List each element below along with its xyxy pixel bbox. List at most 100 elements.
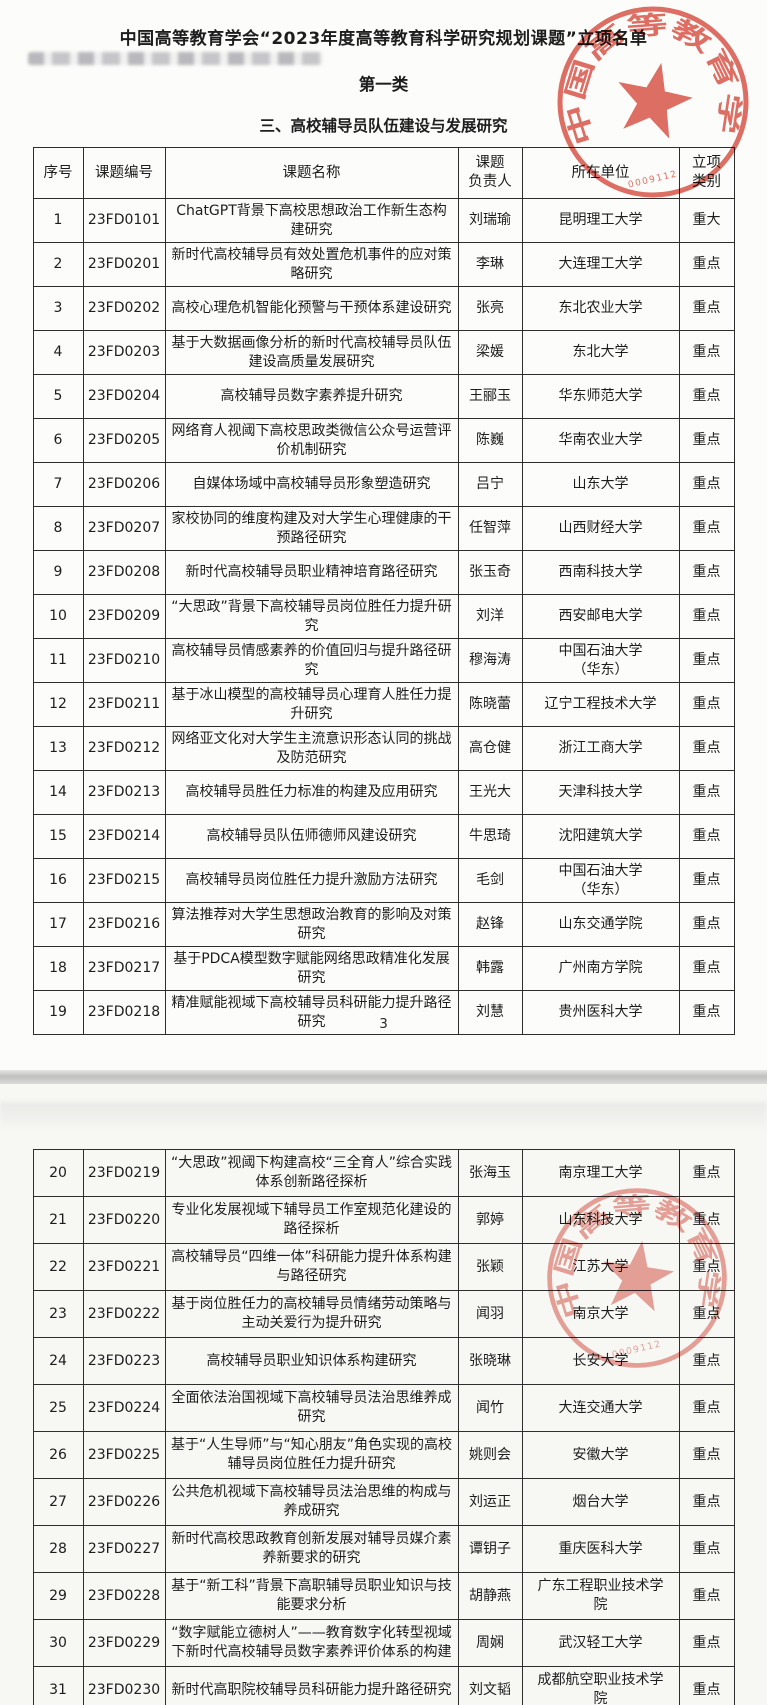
cell-type: 重点 bbox=[678, 726, 735, 771]
table-row: 18 23FD0217 基于PDCA模型数字赋能网络思政精准化发展研究 韩露 广州南方学… bbox=[32, 946, 735, 991]
cell-title: ChatGPT背景下高校思想政治工作新生态构建研究 bbox=[164, 198, 459, 243]
cell-unit: 东北大学 bbox=[521, 330, 680, 375]
cell-unit: 贵州医科大学 bbox=[521, 990, 680, 1035]
cell-no: 27 bbox=[32, 1478, 84, 1526]
cell-unit: 南京理工大学 bbox=[521, 1149, 680, 1197]
cell-leader: 张海玉 bbox=[457, 1149, 523, 1197]
cell-type: 重点 bbox=[678, 814, 735, 859]
table-row: 29 23FD0228 基于“新工科”背景下高职辅导员职业知识与技能要求分析 胡静燕广… bbox=[32, 1572, 735, 1620]
cell-code: 23FD0230 bbox=[82, 1666, 166, 1705]
table-row: 5 23FD0204 高校辅导员数字素养提升研究 王郦玉 华东师范大学 重点 bbox=[32, 374, 735, 419]
cell-code: 23FD0202 bbox=[82, 286, 166, 331]
cell-leader: 穆海涛 bbox=[457, 638, 523, 683]
cell-no: 8 bbox=[32, 506, 84, 551]
table-row: 30 23FD0229 “数字赋能立德树人”——教育数字化转型视域下新时代高校辅导员… bbox=[32, 1619, 735, 1667]
cell-unit: 天津科技大学 bbox=[521, 770, 680, 815]
cell-unit: 山东交通学院 bbox=[521, 902, 680, 947]
cell-code: 23FD0220 bbox=[82, 1196, 166, 1244]
cell-no: 22 bbox=[32, 1243, 84, 1291]
cell-title: 基于大数据画像分析的新时代高校辅导员队伍建设高质量发展研究 bbox=[164, 330, 459, 375]
cell-type: 重点 bbox=[678, 770, 735, 815]
cell-type: 重点 bbox=[678, 1431, 735, 1479]
cell-title: 自媒体场域中高校辅导员形象塑造研究 bbox=[164, 462, 459, 507]
header-project-leader: 课题 负责人 bbox=[457, 147, 523, 199]
header-serial-no: 序号 bbox=[32, 147, 84, 199]
cell-type: 重点 bbox=[678, 594, 735, 639]
cell-type: 重点 bbox=[678, 1478, 735, 1526]
cell-no: 21 bbox=[32, 1196, 84, 1244]
table-header-row: 序号 课题编号 课题名称 课题 负责人 所在单位 立项 类别 bbox=[32, 147, 735, 199]
cell-code: 23FD0213 bbox=[82, 770, 166, 815]
cell-code: 23FD0214 bbox=[82, 814, 166, 859]
cell-code: 23FD0226 bbox=[82, 1478, 166, 1526]
cell-unit: 广州南方学院 bbox=[521, 946, 680, 991]
header-project-code: 课题编号 bbox=[82, 147, 166, 199]
table-row: 10 23FD0209 “大思政”背景下高校辅导员岗位胜任力提升研究 刘洋 西安邮电大学… bbox=[32, 594, 735, 639]
cell-no: 10 bbox=[32, 594, 84, 639]
cell-title: 基于“人生导师”与“知心朋友”角色实现的高校辅导员岗位胜任力提升研究 bbox=[164, 1431, 459, 1479]
cell-type: 重点 bbox=[678, 418, 735, 463]
table-row: 22 23FD0221 高校辅导员“四维一体”科研能力提升体系构建与路径研究 张颖 江苏… bbox=[32, 1243, 735, 1291]
cell-code: 23FD0224 bbox=[82, 1384, 166, 1432]
cell-no: 7 bbox=[32, 462, 84, 507]
cell-type: 重点 bbox=[678, 550, 735, 595]
cell-leader: 张晓琳 bbox=[457, 1337, 523, 1385]
cell-leader: 刘运正 bbox=[457, 1478, 523, 1526]
table-row: 27 23FD0226 公共危机视域下高校辅导员法治思维的构成与养成研究 刘运正 烟台大… bbox=[32, 1478, 735, 1526]
cell-no: 14 bbox=[32, 770, 84, 815]
cell-leader: 张颖 bbox=[457, 1243, 523, 1291]
cell-title: 新时代高校辅导员职业精神培育路径研究 bbox=[164, 550, 459, 595]
cell-leader: 吕宁 bbox=[457, 462, 523, 507]
cell-unit: 山西财经大学 bbox=[521, 506, 680, 551]
cell-no: 3 bbox=[32, 286, 84, 331]
cell-title: 高校心理危机智能化预警与干预体系建设研究 bbox=[164, 286, 459, 331]
table-row: 11 23FD0210 高校辅导员情感素养的价值回归与提升路径研究 穆海涛 中国石油大学… bbox=[32, 638, 735, 683]
cell-code: 23FD0229 bbox=[82, 1619, 166, 1667]
project-table-page1: 序号 课题编号 课题名称 课题 负责人 所在单位 立项 类别 1 23FD0101… bbox=[32, 147, 735, 1035]
table-row: 1 23FD0101 ChatGPT背景下高校思想政治工作新生态构建研究 刘瑞瑜 昆明理… bbox=[32, 198, 735, 243]
cell-title: 网络育人视阈下高校思政类微信公众号运营评价机制研究 bbox=[164, 418, 459, 463]
cell-unit: 华南农业大学 bbox=[521, 418, 680, 463]
header-institution: 所在单位 bbox=[521, 147, 680, 199]
cell-type: 重点 bbox=[678, 1619, 735, 1667]
cell-type: 重点 bbox=[678, 330, 735, 375]
cell-no: 17 bbox=[32, 902, 84, 947]
cell-no: 1 bbox=[32, 198, 84, 243]
cell-code: 23FD0217 bbox=[82, 946, 166, 991]
cell-title: 公共危机视域下高校辅导员法治思维的构成与养成研究 bbox=[164, 1478, 459, 1526]
document-title: 中国高等教育学会“2023年度高等教育科学研究规划课题”立项名单 bbox=[119, 29, 648, 49]
cell-type: 重点 bbox=[678, 1243, 735, 1291]
cell-type: 重点 bbox=[678, 1149, 735, 1197]
cell-title: 新时代高校辅导员有效处置危机事件的应对策略研究 bbox=[164, 242, 459, 287]
header-approval-type: 立项 类别 bbox=[678, 147, 735, 199]
cell-leader: 高仓健 bbox=[457, 726, 523, 771]
cell-unit: 西安邮电大学 bbox=[521, 594, 680, 639]
cell-unit: 东北农业大学 bbox=[521, 286, 680, 331]
cell-leader: 梁媛 bbox=[457, 330, 523, 375]
cell-no: 13 bbox=[32, 726, 84, 771]
cell-leader: 王郦玉 bbox=[457, 374, 523, 419]
cell-no: 24 bbox=[32, 1337, 84, 1385]
cell-no: 29 bbox=[32, 1572, 84, 1620]
cell-no: 9 bbox=[32, 550, 84, 595]
cell-type: 重点 bbox=[678, 506, 735, 551]
table-row: 16 23FD0215 高校辅导员岗位胜任力提升激励方法研究 毛剑 中国石油大学 （华东… bbox=[32, 858, 735, 903]
cell-title: 高校辅导员情感素养的价值回归与提升路径研究 bbox=[164, 638, 459, 683]
cell-no: 11 bbox=[32, 638, 84, 683]
cell-code: 23FD0101 bbox=[82, 198, 166, 243]
cell-unit: 中国石油大学 （华东） bbox=[521, 638, 680, 683]
scanned-page-1: 中国高等教育学会“2023年度高等教育科学研究规划课题”立项名单 第一类 三、高… bbox=[0, 0, 767, 1070]
cell-unit: 安徽大学 bbox=[521, 1431, 680, 1479]
cell-title: 高校辅导员数字素养提升研究 bbox=[164, 374, 459, 419]
cell-title: “数字赋能立德树人”——教育数字化转型视域下新时代高校辅导员数字素养评价体系的构… bbox=[164, 1619, 459, 1667]
table-row: 14 23FD0213 高校辅导员胜任力标准的构建及应用研究 王光大 天津科技大学 重点 bbox=[32, 770, 735, 815]
table-row: 8 23FD0207 家校协同的维度构建及对大学生心理健康的干预路径研究 任智萍 山西财… bbox=[32, 506, 735, 551]
cell-title: 新时代高校思政教育创新发展对辅导员媒介素养新要求的研究 bbox=[164, 1525, 459, 1573]
cell-code: 23FD0221 bbox=[82, 1243, 166, 1291]
cell-code: 23FD0222 bbox=[82, 1290, 166, 1338]
cell-leader: 张亮 bbox=[457, 286, 523, 331]
cell-code: 23FD0219 bbox=[82, 1149, 166, 1197]
cell-code: 23FD0215 bbox=[82, 858, 166, 903]
cell-code: 23FD0216 bbox=[82, 902, 166, 947]
table-row: 6 23FD0205 网络育人视阈下高校思政类微信公众号运营评价机制研究 陈巍 华南农业… bbox=[32, 418, 735, 463]
